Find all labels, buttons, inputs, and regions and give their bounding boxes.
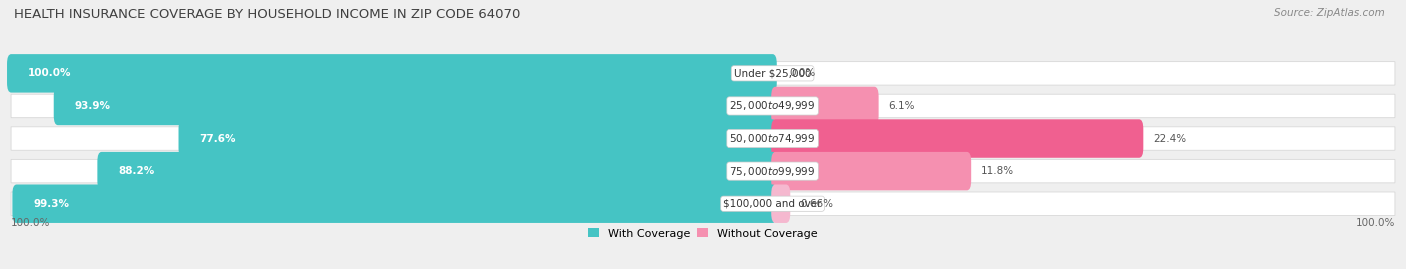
FancyBboxPatch shape: [179, 119, 776, 158]
Text: Source: ZipAtlas.com: Source: ZipAtlas.com: [1274, 8, 1385, 18]
Text: Under $25,000: Under $25,000: [734, 68, 811, 78]
Text: 0.0%: 0.0%: [789, 68, 815, 78]
FancyBboxPatch shape: [7, 54, 776, 93]
Text: HEALTH INSURANCE COVERAGE BY HOUSEHOLD INCOME IN ZIP CODE 64070: HEALTH INSURANCE COVERAGE BY HOUSEHOLD I…: [14, 8, 520, 21]
Text: $75,000 to $99,999: $75,000 to $99,999: [730, 165, 815, 178]
FancyBboxPatch shape: [772, 119, 1143, 158]
FancyBboxPatch shape: [11, 127, 1395, 150]
Text: 6.1%: 6.1%: [889, 101, 915, 111]
Text: 100.0%: 100.0%: [28, 68, 72, 78]
Text: 0.66%: 0.66%: [800, 199, 832, 209]
Text: 99.3%: 99.3%: [34, 199, 69, 209]
Text: 11.8%: 11.8%: [981, 166, 1014, 176]
Text: $100,000 and over: $100,000 and over: [723, 199, 823, 209]
Text: 22.4%: 22.4%: [1153, 133, 1187, 144]
FancyBboxPatch shape: [772, 152, 972, 190]
FancyBboxPatch shape: [11, 192, 1395, 215]
FancyBboxPatch shape: [11, 160, 1395, 183]
FancyBboxPatch shape: [11, 62, 1395, 85]
Text: 100.0%: 100.0%: [11, 218, 51, 228]
FancyBboxPatch shape: [97, 152, 776, 190]
Text: 88.2%: 88.2%: [118, 166, 155, 176]
FancyBboxPatch shape: [13, 185, 776, 223]
Text: $25,000 to $49,999: $25,000 to $49,999: [730, 100, 815, 112]
Text: 100.0%: 100.0%: [1355, 218, 1395, 228]
Text: 93.9%: 93.9%: [75, 101, 111, 111]
FancyBboxPatch shape: [772, 87, 879, 125]
Text: 77.6%: 77.6%: [200, 133, 236, 144]
Text: $50,000 to $74,999: $50,000 to $74,999: [730, 132, 815, 145]
FancyBboxPatch shape: [772, 185, 790, 223]
Legend: With Coverage, Without Coverage: With Coverage, Without Coverage: [583, 224, 823, 243]
FancyBboxPatch shape: [53, 87, 776, 125]
FancyBboxPatch shape: [11, 94, 1395, 118]
